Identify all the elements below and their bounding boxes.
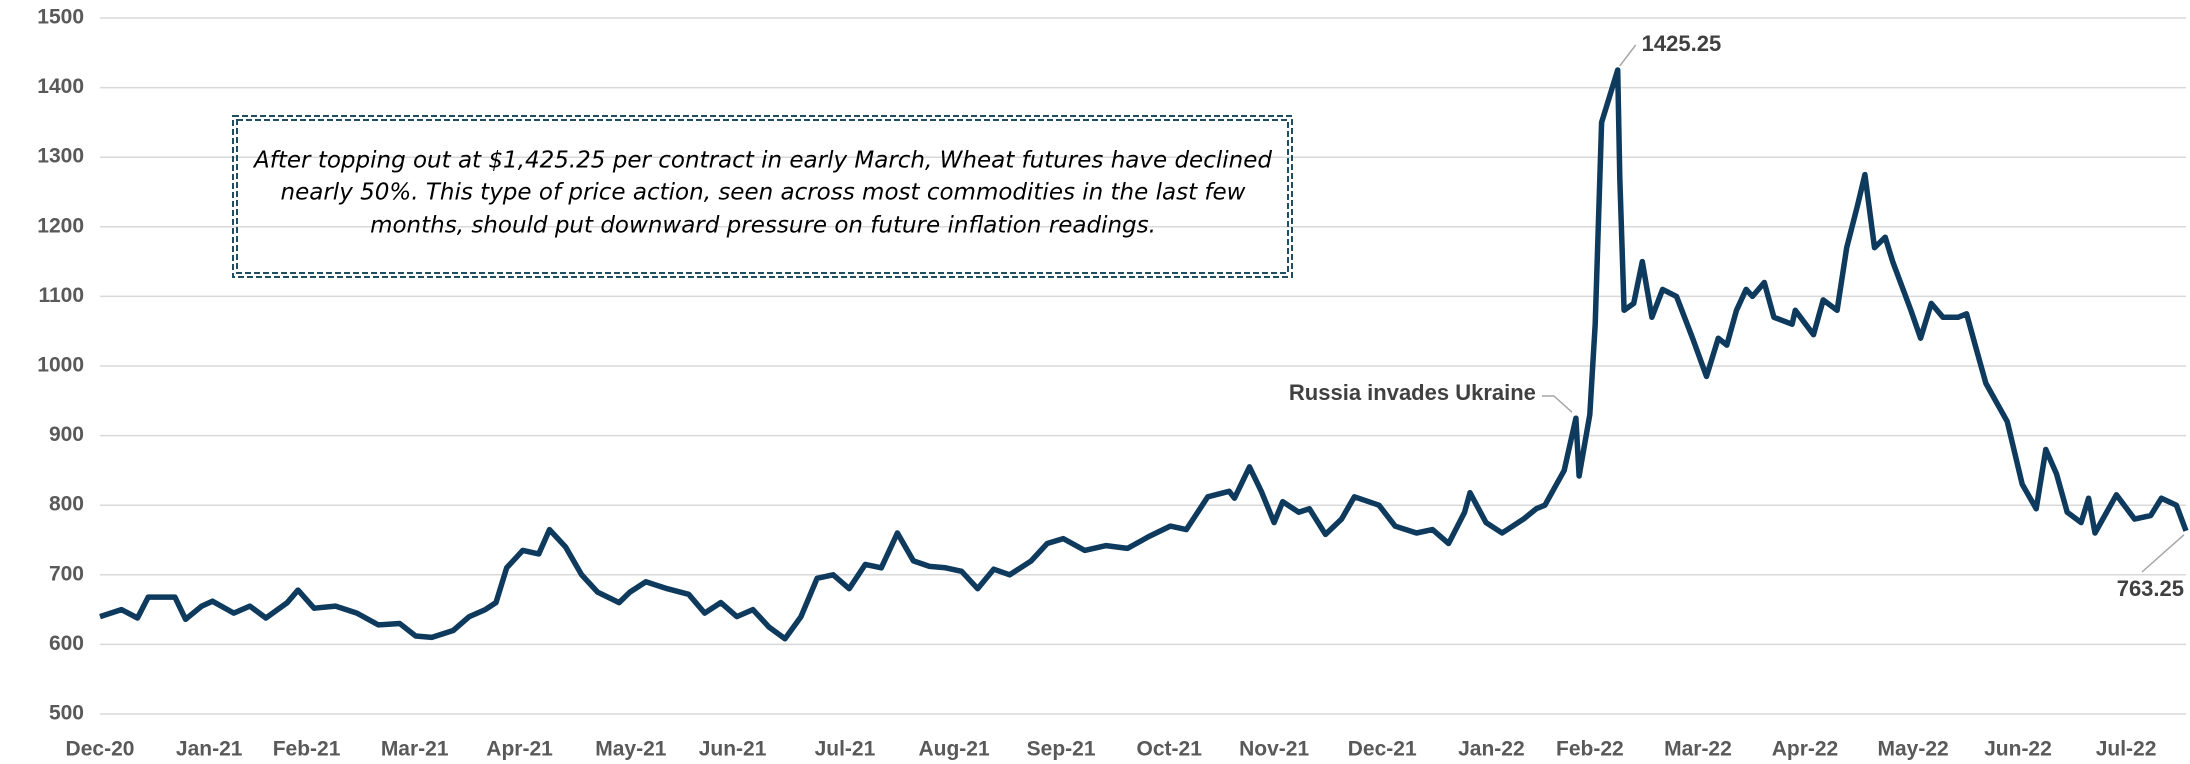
y-tick-label: 800 xyxy=(49,493,84,516)
note-line: After topping out at $1,425.25 per contr… xyxy=(252,148,1272,174)
y-tick-label: 900 xyxy=(49,423,84,446)
annotation: 1425.25 xyxy=(1642,31,1722,56)
x-tick-label: Jun-22 xyxy=(1984,738,2052,761)
y-tick-label: 600 xyxy=(49,632,84,655)
y-tick-label: 1000 xyxy=(37,354,84,377)
annotation: 763.25 xyxy=(2117,576,2184,601)
x-tick-label: Apr-21 xyxy=(486,738,553,761)
note-border xyxy=(232,115,1293,278)
price-line xyxy=(99,67,2189,642)
y-tick-label: 1300 xyxy=(37,145,84,168)
note-border xyxy=(236,119,1289,274)
x-tick-label: Feb-22 xyxy=(1556,738,1624,761)
x-tick-label: Mar-21 xyxy=(381,738,449,761)
note-box: After topping out at $1,425.25 per contr… xyxy=(232,115,1293,278)
leader-line xyxy=(1619,44,1637,67)
x-tick-label: Dec-21 xyxy=(1348,738,1417,761)
x-tick-label: May-21 xyxy=(595,738,667,761)
x-tick-label: Aug-21 xyxy=(918,738,989,761)
x-tick-label: Oct-21 xyxy=(1137,738,1203,761)
note-line: months, should put downward pressure on … xyxy=(370,213,1156,239)
x-tick-label: May-22 xyxy=(1877,738,1948,761)
y-tick-label: 500 xyxy=(49,702,84,725)
y-tick-label: 700 xyxy=(49,562,84,585)
x-tick-label: Nov-21 xyxy=(1239,738,1309,761)
note-line: nearly 50%. This type of price action, s… xyxy=(281,180,1246,206)
annotation: Russia invades Ukraine xyxy=(1289,380,1536,405)
leader-line xyxy=(1541,395,1573,413)
leader-line xyxy=(2141,534,2185,573)
y-tick-label: 1200 xyxy=(37,214,84,237)
x-tick-label: Feb-21 xyxy=(273,738,341,761)
x-tick-label: Apr-22 xyxy=(1772,738,1839,761)
x-tick-label: Jun-21 xyxy=(699,738,767,761)
x-tick-label: Jul-21 xyxy=(815,738,876,761)
x-tick-label: Jul-22 xyxy=(2096,738,2157,761)
x-tick-label: Dec-20 xyxy=(66,738,135,761)
x-tick-label: Jan-22 xyxy=(1458,738,1525,761)
x-tick-label: Sep-21 xyxy=(1027,738,1096,761)
y-tick-label: 1400 xyxy=(37,75,84,98)
x-tick-label: Mar-22 xyxy=(1664,738,1732,761)
x-tick-label: Jan-21 xyxy=(176,738,243,761)
y-tick-label: 1500 xyxy=(37,6,84,29)
y-tick-label: 1100 xyxy=(38,284,84,307)
